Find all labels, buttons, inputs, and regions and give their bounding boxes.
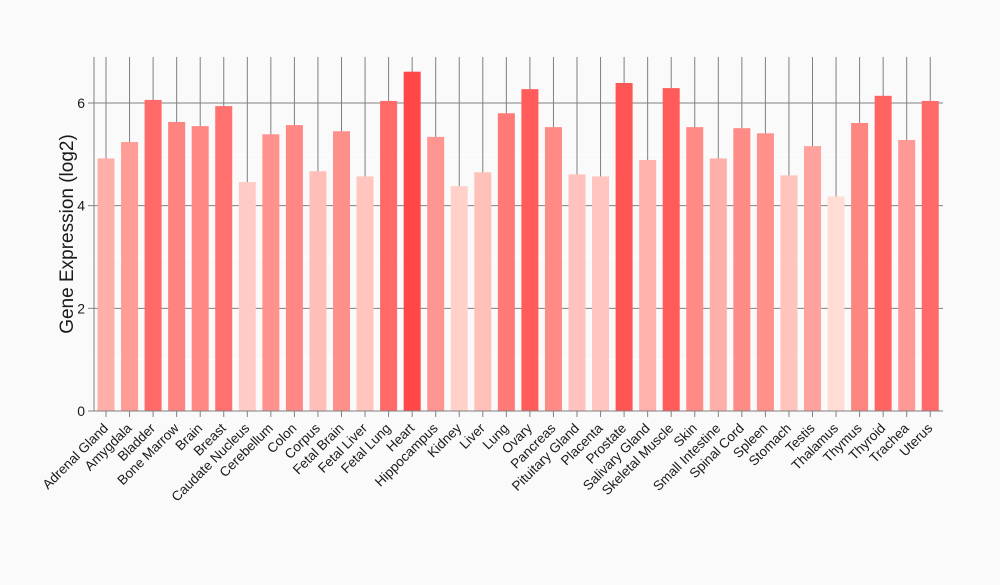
bar-fetal-liver: [356, 176, 374, 411]
bar-lung: [497, 113, 515, 412]
bar-caudate-nucleus: [238, 182, 256, 411]
bar-hippocampus: [427, 136, 445, 411]
bar-placenta: [592, 176, 610, 411]
y-tick-label: 4: [77, 198, 85, 214]
bar-trachea: [898, 139, 916, 411]
bar-spleen: [756, 133, 774, 411]
bar-stomach: [780, 175, 798, 411]
bar-amygdala: [121, 142, 139, 411]
bar-uterus: [921, 100, 939, 412]
bar-skin: [686, 127, 704, 412]
bar-pituitary-gland: [568, 174, 586, 411]
y-axis-label: Gene Expression (log2): [57, 134, 78, 334]
bar-heart: [403, 71, 421, 411]
bar-colon: [285, 125, 303, 411]
bar-brain: [191, 126, 209, 411]
bar-prostate: [615, 82, 633, 411]
bar-thalamus: [827, 196, 845, 411]
bar-adrenal-gland: [97, 158, 115, 411]
y-tick-label: 0: [77, 403, 85, 419]
bar-skeletal-muscle: [662, 88, 680, 411]
bar-fetal-brain: [333, 131, 350, 411]
bar-pancreas: [544, 127, 562, 412]
bar-breast: [215, 106, 233, 411]
bar-bone-marrow: [168, 121, 186, 411]
bar-fetal-lung: [380, 100, 398, 412]
bars: [97, 71, 939, 412]
bar-testis: [804, 146, 821, 411]
bar-ovary: [521, 89, 539, 411]
bar-kidney: [450, 186, 468, 411]
bar-thyroid: [874, 95, 892, 412]
y-tick-label: 6: [77, 95, 85, 111]
y-tick-label: 2: [77, 300, 85, 316]
bar-thymus: [851, 123, 869, 412]
bar-cerebellum: [262, 134, 280, 411]
bar-bladder: [144, 99, 162, 412]
bar-liver: [474, 172, 492, 411]
bar-corpus: [309, 171, 327, 411]
bar-salivary-gland: [639, 159, 657, 411]
bar-spinal-cord: [733, 128, 751, 412]
bar-small-intestine: [709, 158, 727, 411]
